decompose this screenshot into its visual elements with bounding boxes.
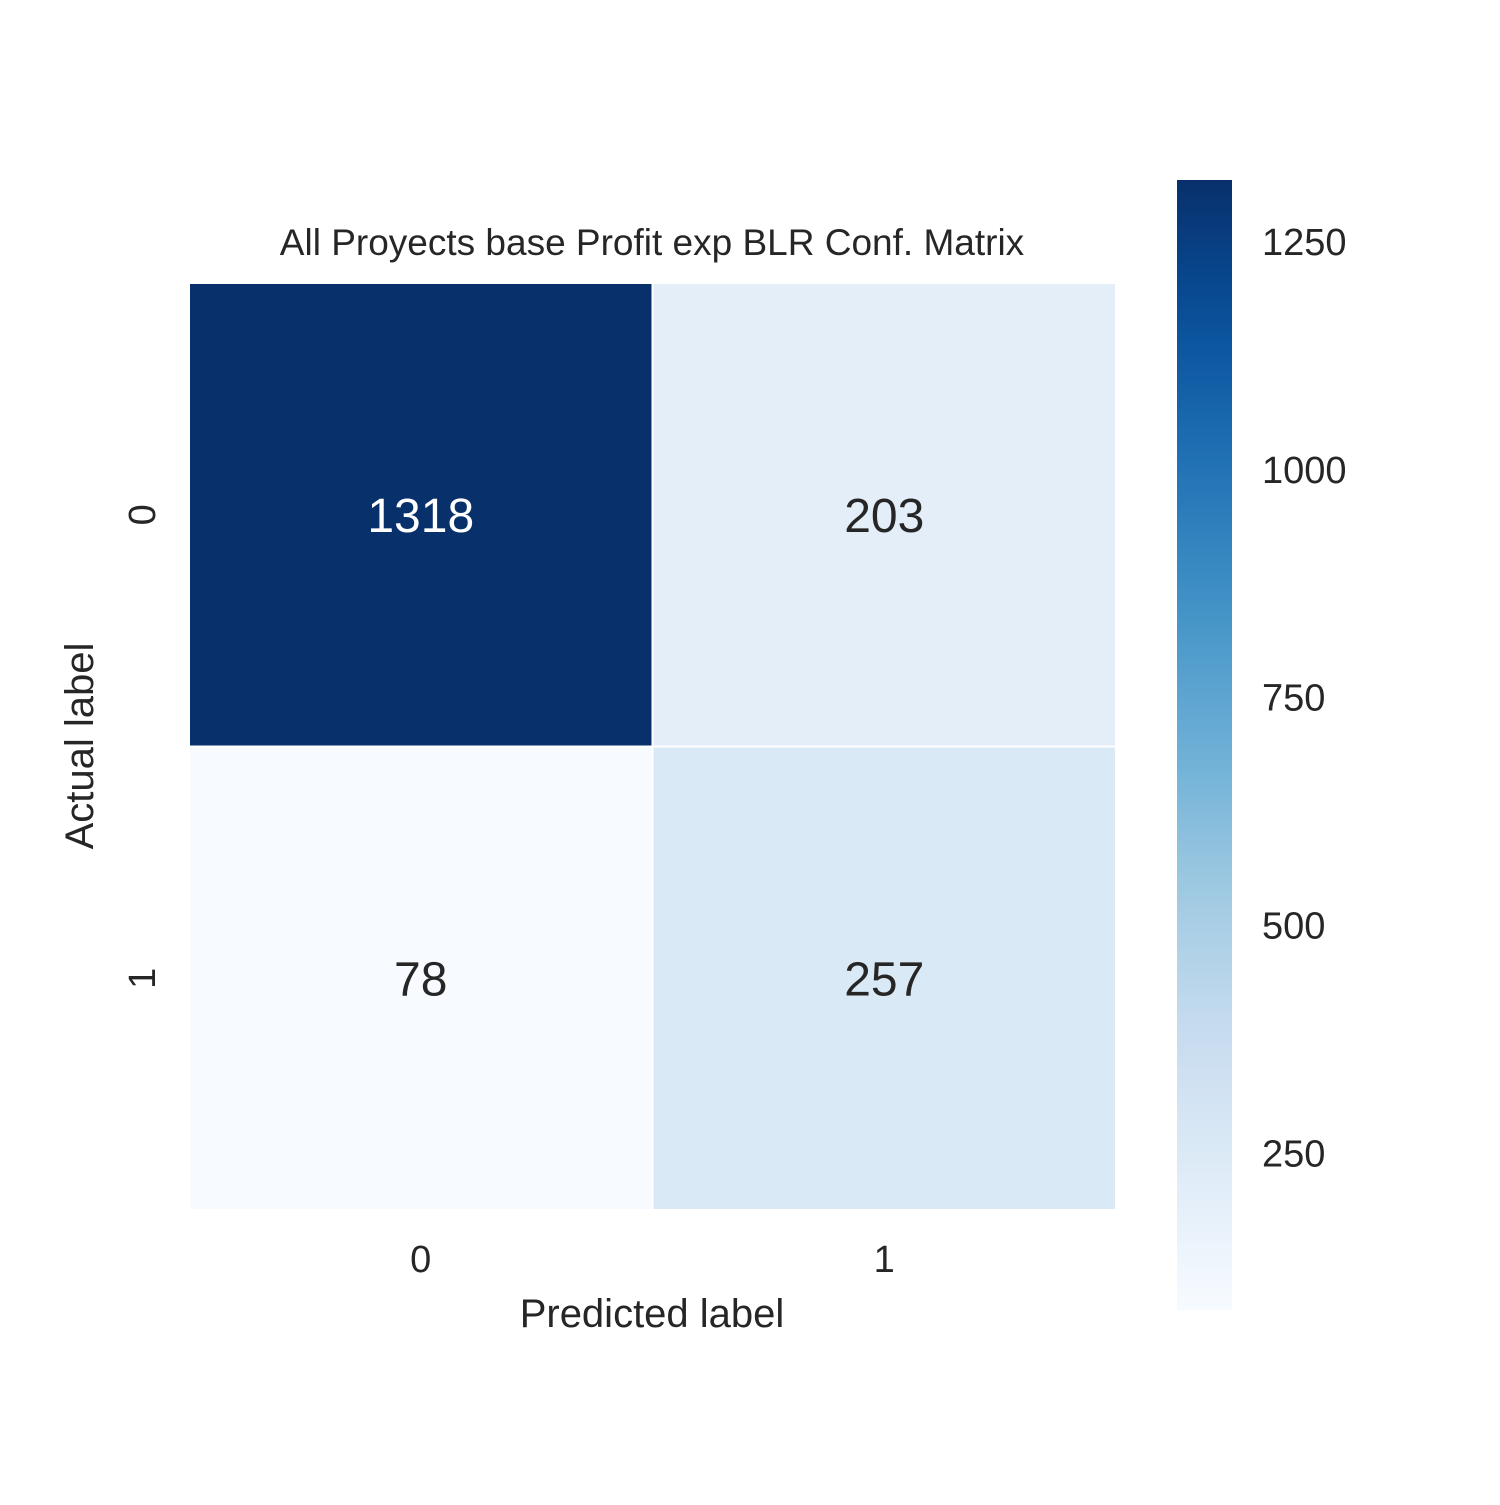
colorbar-tick-label: 250 — [1262, 1133, 1325, 1175]
heatmap-cell — [188, 282, 654, 748]
colorbar-tick-label: 1250 — [1262, 222, 1347, 264]
cell-annotations: 1318 203 78 257 — [367, 490, 924, 1007]
cell-value-label: 78 — [394, 953, 447, 1006]
x-tick-label: 0 — [410, 1239, 431, 1281]
colorbar-tick-label: 1000 — [1262, 450, 1347, 492]
chart-title: All Proyects base Profit exp BLR Conf. M… — [280, 222, 1025, 263]
cell-value-label: 1318 — [367, 490, 474, 543]
colorbar-ticks: 250 500 750 1000 1250 — [1262, 222, 1347, 1175]
heatmap-cell — [651, 282, 1117, 748]
cell-value-label: 257 — [844, 953, 924, 1006]
y-tick-label: 1 — [122, 968, 164, 989]
y-tick-labels: 01 — [122, 504, 164, 989]
y-axis-label: Actual label — [58, 643, 102, 850]
x-axis-label: Predicted label — [520, 1292, 785, 1336]
x-tick-label: 1 — [874, 1239, 895, 1281]
colorbar — [1177, 180, 1232, 1310]
colorbar-tick-label: 500 — [1262, 905, 1325, 947]
y-tick-label: 0 — [122, 504, 164, 525]
colorbar-tick-label: 750 — [1262, 678, 1325, 720]
heatmap-cell — [651, 745, 1117, 1211]
cell-value-label: 203 — [844, 490, 924, 543]
heatmap-cells — [188, 282, 1117, 1211]
heatmap-cell — [188, 745, 654, 1211]
